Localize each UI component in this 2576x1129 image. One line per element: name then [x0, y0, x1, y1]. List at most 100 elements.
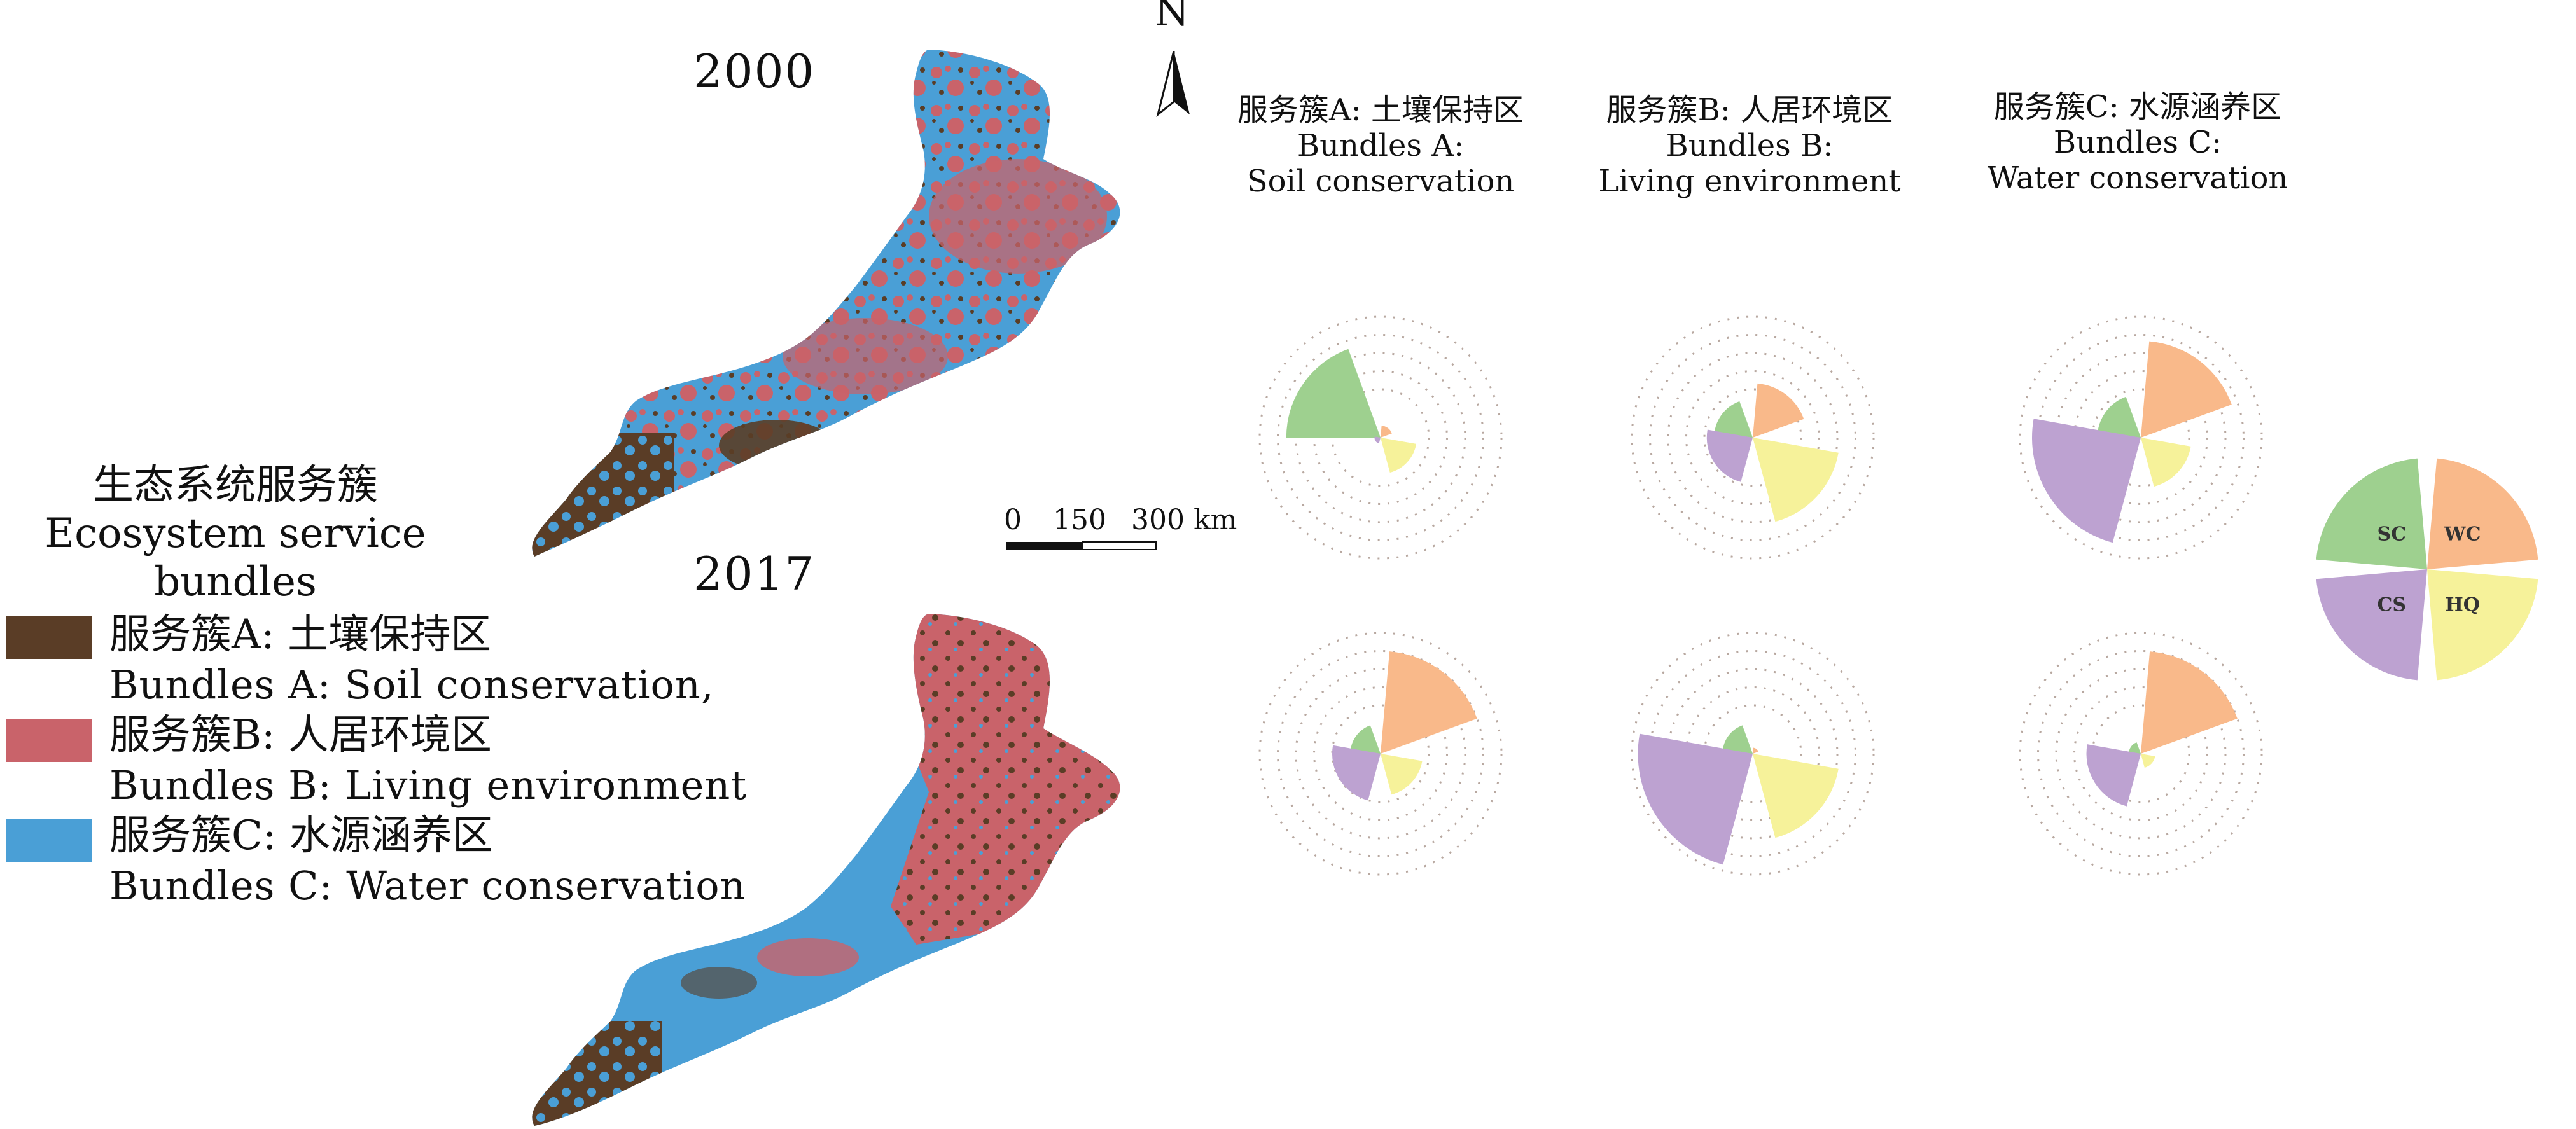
column-title-c-cn: 服务簇C: 水源涵养区	[1993, 89, 2282, 125]
legend-item-a-en: Bundles A: Soil conservation,	[109, 661, 714, 708]
column-title-c-en2: Water conservation	[1987, 160, 2288, 196]
column-title-a-cn: 服务簇A: 土壤保持区	[1237, 92, 1524, 128]
rose-guide-ring	[1685, 370, 1820, 505]
rose-sector-hq	[2141, 438, 2191, 487]
column-title-b-en2: Living environment	[1598, 163, 1901, 199]
rose-key-label: HQ	[2445, 594, 2479, 616]
rose-guide-ring	[2073, 686, 2208, 821]
column-title-b-en1: Bundles B:	[1666, 128, 1834, 163]
rose-a-2000	[1258, 315, 1503, 560]
rose-key-sector-hq	[2427, 569, 2538, 681]
legend-title-en-1: Ecosystem service	[45, 510, 426, 557]
rose-guide-ring	[1667, 352, 1839, 523]
year-label-2000: 2000	[693, 45, 816, 98]
column-title-a-en1: Bundles A:	[1297, 128, 1465, 163]
rose-sector-sc	[1350, 725, 1381, 754]
rose-guide-ring	[1313, 686, 1448, 821]
rose-a-2017	[1258, 632, 1503, 876]
rose-b-2000	[1631, 315, 1875, 560]
rose-guide-ring	[2055, 352, 2227, 523]
rose-guide-ring	[1258, 632, 1503, 876]
legend-title: 生态系统服务簇 Ecosystem service bundles	[38, 461, 433, 606]
column-title-b: 服务簇B: 人居环境区 Bundles B: Living environmen…	[1571, 92, 1928, 199]
column-title-c-en1: Bundles C:	[2053, 125, 2222, 160]
rose-sector-sc	[2129, 742, 2141, 754]
column-title-b-cn: 服务簇B: 人居环境区	[1606, 92, 1893, 128]
rose-sector-hq	[1753, 438, 1839, 522]
rose-sector-sc	[1722, 725, 1753, 754]
rose-sector-cs	[2086, 744, 2141, 807]
rose-c-2017	[2019, 632, 2263, 876]
rose-guide-ring	[2091, 704, 2190, 803]
rose-sector-wc	[1753, 383, 1804, 438]
rose-guide-ring	[1331, 388, 1430, 487]
rose-sector-sc	[1714, 401, 1753, 438]
rose-sector-wc	[1381, 651, 1477, 754]
legend-swatch-a	[6, 616, 92, 659]
rose-sector-sc	[2097, 396, 2141, 438]
rose-sector-cs	[1332, 745, 1381, 801]
legend-item-c-cn: 服务簇C: 水源涵养区	[109, 812, 493, 859]
rose-key-sector-sc	[2316, 458, 2427, 569]
rose-sector-sc	[1286, 349, 1381, 438]
column-title-c: 服务簇C: 水源涵养区 Bundles C: Water conservatio…	[1960, 89, 2316, 196]
rose-sector-cs	[1638, 733, 1753, 865]
rose-b-2017	[1631, 632, 1875, 876]
legend-item-b-en: Bundles B: Living environment	[109, 762, 748, 808]
year-label-2017: 2017	[693, 547, 816, 600]
rose-sector-hq	[1381, 754, 1423, 795]
rose-key-label: WC	[2444, 523, 2481, 545]
rose-sector-wc	[2141, 651, 2238, 754]
rose-guide-ring	[2055, 668, 2227, 840]
rose-sector-wc	[2141, 341, 2232, 438]
rose-guide-ring	[1703, 388, 1802, 487]
legend-item-b-cn: 服务簇B: 人居环境区	[109, 712, 492, 759]
scale-tick-150: 150	[1053, 504, 1106, 536]
rose-guide-ring	[1313, 370, 1448, 505]
rose-guide-ring	[1295, 352, 1466, 523]
scale-tick-0: 0	[1004, 504, 1022, 536]
legend-item-a-cn: 服务簇A: 土壤保持区	[109, 611, 492, 658]
rose-guide-ring	[1631, 632, 1875, 876]
rose-key-label: CS	[2378, 594, 2407, 616]
rose-guide-ring	[1649, 334, 1856, 541]
rose-guide-ring	[1258, 315, 1503, 560]
legend-item-c-en: Bundles C: Water conservation	[109, 862, 746, 909]
rose-guide-ring	[1649, 650, 1856, 857]
rose-key-sector-cs	[2316, 569, 2427, 681]
rose-sector-hq	[1381, 438, 1417, 473]
map-2017	[532, 614, 1120, 1126]
rose-guide-ring	[2091, 388, 2190, 487]
rose-guide-ring	[2019, 632, 2263, 876]
rose-sector-hq	[2141, 754, 2155, 768]
rose-sector-cs	[1374, 436, 1381, 444]
rose-sector-wc	[1381, 426, 1392, 438]
rose-guide-ring	[1331, 704, 1430, 803]
rose-c-2000	[2019, 315, 2263, 560]
rose-guide-ring	[2073, 370, 2208, 505]
rose-key: SC WC HQ CS	[2316, 458, 2538, 681]
rose-sector-hq	[1753, 754, 1839, 838]
rose-guide-ring	[1703, 704, 1802, 803]
north-label: N	[1155, 0, 1190, 35]
legend-swatch-c	[6, 819, 92, 862]
scale-bar-graphic	[1006, 541, 1157, 550]
rose-guide-ring	[1277, 334, 1484, 541]
rose-sector-wc	[1753, 747, 1758, 754]
rose-key-sector-wc	[2427, 458, 2538, 569]
column-title-a-en2: Soil conservation	[1246, 163, 1515, 199]
rose-guide-ring	[2037, 650, 2245, 857]
rose-guide-ring	[1277, 650, 1484, 857]
rose-key-label: SC	[2378, 523, 2407, 545]
map-2000	[532, 50, 1120, 557]
legend-swatch-b	[6, 719, 92, 762]
rose-guide-ring	[2019, 315, 2263, 560]
scale-tick-300: 300 km	[1131, 504, 1237, 536]
legend-title-cn: 生态系统服务簇	[93, 462, 378, 509]
north-arrow-icon	[1156, 51, 1190, 117]
rose-sector-cs	[2032, 419, 2141, 543]
rose-guide-ring	[1295, 668, 1466, 840]
rose-sector-cs	[1706, 429, 1753, 482]
rose-guide-ring	[2037, 334, 2245, 541]
